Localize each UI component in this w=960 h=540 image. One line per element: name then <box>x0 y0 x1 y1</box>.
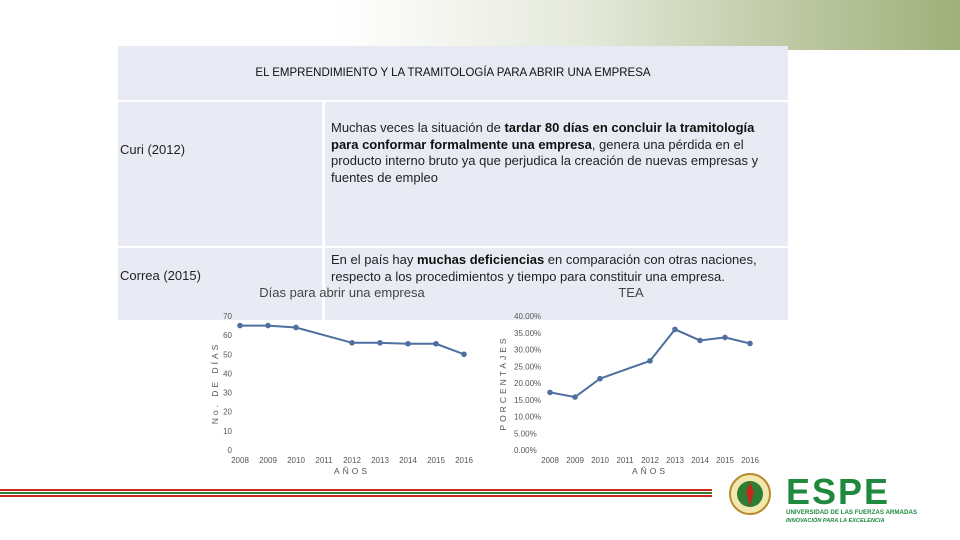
quote-cell: Muchas veces la situación de tardar 80 d… <box>322 101 788 248</box>
data-point <box>293 324 299 331</box>
x-axis-label: AÑOS <box>334 466 370 476</box>
x-tick-label: 2009 <box>259 456 277 465</box>
stripe-red <box>0 495 712 497</box>
chart-title: TEA <box>618 285 644 300</box>
table-row: Curi (2012) Muchas veces la situación de… <box>118 101 788 248</box>
data-point <box>349 340 355 346</box>
x-tick-label: 2015 <box>716 456 734 465</box>
y-tick-label: 10.00% <box>514 413 541 422</box>
x-tick-label: 2010 <box>287 456 305 465</box>
data-point <box>672 326 678 333</box>
series-line <box>240 324 465 356</box>
y-tick-label: 35.00% <box>514 329 541 338</box>
y-tick-label: 0 <box>228 446 233 455</box>
y-tick-label: 20 <box>223 408 232 417</box>
y-tick-label: 5.00% <box>514 429 537 438</box>
y-tick-label: 50 <box>223 350 232 359</box>
stripe-green <box>0 492 712 494</box>
x-tick-label: 2012 <box>641 456 659 465</box>
quote-text: en comparación con otras naciones, respe… <box>331 252 757 284</box>
chart-title: Días para abrir una empresa <box>259 285 425 300</box>
y-tick-label: 70 <box>223 312 232 321</box>
y-tick-label: 10 <box>223 427 232 436</box>
logo-subtitle: UNIVERSIDAD DE LAS FUERZAS ARMADAS <box>786 509 917 516</box>
x-tick-label: 2012 <box>343 456 361 465</box>
logo-tagline: INNOVACIÓN PARA LA EXCELENCIA <box>786 517 885 524</box>
data-point <box>722 334 728 341</box>
literature-table: EL EMPRENDIMIENTO Y LA TRAMITOLOGÍA PARA… <box>118 46 788 320</box>
quote-text: , genera una pérdida en el producto inte… <box>331 136 759 185</box>
data-point <box>697 337 703 344</box>
y-axis-label: No. DE DÍAS <box>210 342 220 425</box>
x-tick-label: 2016 <box>741 456 759 465</box>
y-tick-label: 25.00% <box>514 362 541 371</box>
x-tick-label: 2015 <box>427 456 445 465</box>
quote-text: Muchas veces la situación de <box>331 120 505 135</box>
espe-logo-image: ESPE UNIVERSIDAD DE LAS FUERZAS ARMADAS … <box>729 471 917 524</box>
table-title: EL EMPRENDIMIENTO Y LA TRAMITOLOGÍA PARA… <box>118 46 788 102</box>
y-tick-label: 40 <box>223 369 232 378</box>
x-tick-label: 2010 <box>591 456 609 465</box>
data-point <box>547 389 553 396</box>
days-chart: Días para abrir una empresa 0 10 20 30 40 50 60… <box>196 282 486 482</box>
y-tick-label: 60 <box>223 331 232 340</box>
y-tick-label: 0.00% <box>514 446 537 455</box>
x-tick-label: 2009 <box>566 456 584 465</box>
top-gradient-band <box>0 0 960 50</box>
y-tick-label: 30.00% <box>514 346 541 355</box>
data-point <box>265 322 271 329</box>
tea-chart-svg: TEA 0.00% 5.00% 10.00% 15.00% 20.00% 25.00% 30.… <box>498 285 759 476</box>
stripe-red <box>0 489 712 491</box>
y-axis-label: PORCENTAJES <box>498 335 508 430</box>
espe-logo: ESPE UNIVERSIDAD DE LAS FUERZAS ARMADAS … <box>726 468 946 532</box>
data-point <box>597 375 603 382</box>
y-tick-label: 40.00% <box>514 312 541 321</box>
data-point <box>647 358 653 364</box>
table-row: Correa (2015) En el país hay muchas defi… <box>118 247 788 320</box>
x-tick-label: 2013 <box>371 456 389 465</box>
quote-cell: En el país hay muchas deficiencias en co… <box>322 247 788 320</box>
author-cell: Correa (2015) <box>118 247 324 320</box>
x-axis-label: AÑOS <box>632 466 668 476</box>
x-tick-label: 2014 <box>691 456 709 465</box>
days-chart-svg: Días para abrir una empresa 0 10 20 30 40 50 60… <box>210 285 473 476</box>
data-point <box>237 322 243 329</box>
x-tick-label: 2014 <box>399 456 417 465</box>
data-point <box>747 340 753 347</box>
data-point <box>405 340 411 347</box>
x-tick-label: 2008 <box>541 456 559 465</box>
x-tick-label: 2011 <box>315 456 333 465</box>
x-tick-label: 2011 <box>616 456 634 465</box>
data-point <box>572 394 578 400</box>
x-tick-label: 2016 <box>455 456 473 465</box>
x-tick-label: 2013 <box>666 456 684 465</box>
quote-bold-text: tardar 80 días en concluir la tramitolog… <box>331 120 755 152</box>
data-point <box>461 351 467 358</box>
quote-text: En el país hay <box>331 252 417 267</box>
author-cell: Curi (2012) <box>118 101 324 248</box>
y-tick-label: 30 <box>223 389 232 398</box>
series-line <box>549 328 751 399</box>
quote-bold-text: muchas deficiencias <box>417 252 545 267</box>
data-point <box>433 340 439 347</box>
x-tick-label: 2008 <box>231 456 249 465</box>
logo-name: ESPE <box>786 471 890 512</box>
y-tick-label: 15.00% <box>514 396 541 405</box>
y-tick-label: 20.00% <box>514 379 541 388</box>
table-header-row: EL EMPRENDIMIENTO Y LA TRAMITOLOGÍA PARA… <box>118 46 788 102</box>
data-point <box>377 340 383 346</box>
tea-chart: TEA 0.00% 5.00% 10.00% 15.00% 20.00% 25.00% 30.… <box>494 282 784 482</box>
